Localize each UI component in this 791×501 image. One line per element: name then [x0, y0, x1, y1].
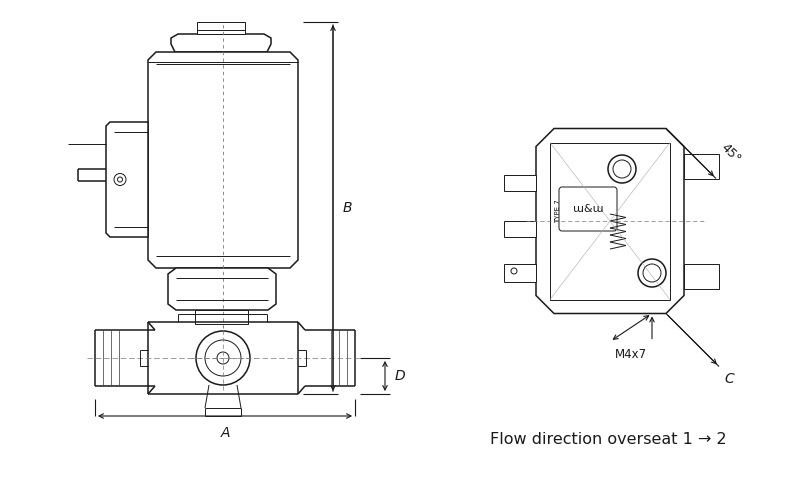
Circle shape [118, 177, 123, 182]
Text: A: A [220, 426, 229, 440]
Polygon shape [171, 34, 271, 52]
Text: B: B [343, 201, 353, 215]
Circle shape [608, 155, 636, 183]
Text: 45°: 45° [718, 141, 743, 166]
Polygon shape [148, 52, 298, 268]
Circle shape [196, 331, 250, 385]
Bar [504, 264, 536, 282]
Bar [195, 310, 248, 324]
Bar [197, 22, 245, 34]
Circle shape [511, 268, 517, 274]
Circle shape [114, 173, 126, 185]
Polygon shape [106, 122, 148, 237]
Bar [504, 221, 536, 237]
Bar [550, 142, 670, 300]
Text: ɯ&ɯ: ɯ&ɯ [573, 204, 604, 214]
Circle shape [638, 259, 666, 287]
Circle shape [613, 160, 631, 178]
Circle shape [643, 264, 661, 282]
Circle shape [616, 163, 628, 175]
Text: C: C [724, 372, 734, 386]
Text: M4x7: M4x7 [615, 349, 647, 362]
FancyBboxPatch shape [559, 187, 617, 231]
Bar [684, 264, 719, 289]
Text: TYPE 7: TYPE 7 [555, 199, 561, 223]
Bar [504, 175, 536, 191]
Text: Flow direction overseat 1 → 2: Flow direction overseat 1 → 2 [490, 431, 727, 446]
Polygon shape [536, 128, 684, 314]
Circle shape [646, 267, 658, 279]
Polygon shape [168, 268, 276, 310]
Text: D: D [395, 369, 406, 383]
Circle shape [217, 352, 229, 364]
Bar [684, 153, 719, 178]
Circle shape [205, 340, 241, 376]
